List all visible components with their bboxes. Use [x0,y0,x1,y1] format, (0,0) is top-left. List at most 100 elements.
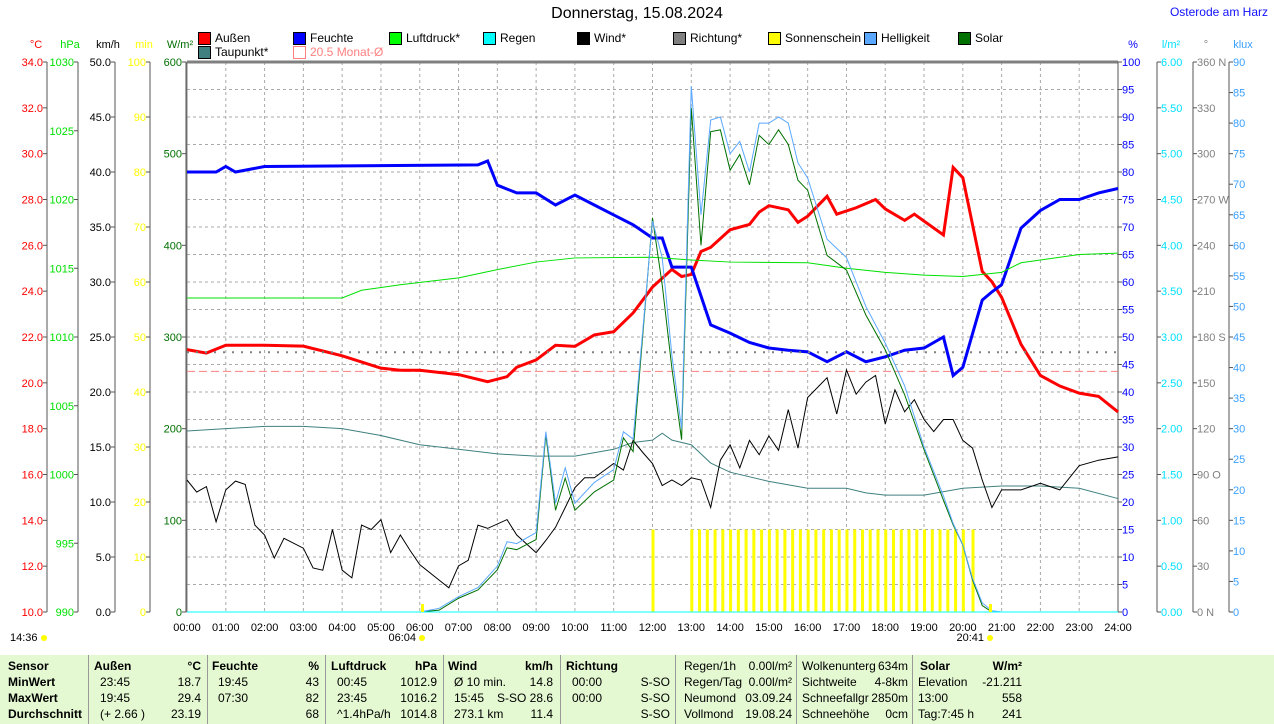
legend-swatch [198,45,211,59]
cell: Tag:7:45 h [918,707,975,721]
legend-label: Taupunkt* [215,45,269,59]
sunshine-bar [705,529,709,612]
x-tick-label: 21:00 [988,622,1016,634]
axis-tick-label-wind: 45.0 [90,112,111,124]
legend-label: Feuchte [310,31,354,45]
axis-tick-label-lux: 30 [1233,424,1245,436]
axis-tick-label-solar: 400 [164,240,182,252]
location-label[interactable]: Osterode am Harz [1169,5,1268,19]
sunshine-bar [946,529,950,612]
axis-tick-label-lux: 20 [1233,485,1245,497]
x-tick-label: 07:00 [445,622,473,634]
cell: Schneehöhe [802,707,870,721]
header-aussen: Außen [94,659,132,673]
series-solar [187,107,1118,613]
header-unit: hPa [414,659,437,673]
x-tick-label: 11:00 [600,622,627,634]
sunshine-bar [690,529,694,612]
axis-tick-label-hum: 20 [1122,497,1134,509]
header-wind: Wind [448,659,478,673]
cell: 1014.8 [400,707,437,721]
axis-tick-label-sun: 40 [134,387,146,399]
table-divider [325,655,326,724]
axis-tick-label-hum: 80 [1122,167,1134,179]
sunshine-bar [837,529,841,612]
legend-label: Luftdruck* [406,31,461,45]
cell: 1012.9 [400,675,437,689]
axis-tick-label-press: 1000 [50,470,74,482]
axis-tick-label-dir: 300 [1197,149,1215,161]
cell: 03.09.24 [745,691,792,705]
cell: 23:45 [337,691,368,705]
cell: Regen/Tag [684,675,743,689]
cell: 0cm [885,707,908,721]
sunshine-bar [814,529,818,612]
axis-tick-label-lux: 45 [1233,332,1245,344]
cell: Regen/1h [684,659,737,673]
axis-tick-label-rain: 5.50 [1161,103,1182,115]
series-auen [186,164,1119,414]
cell: 68 [305,707,319,721]
sunshine-bar [822,529,826,612]
axis-tick-label-press: 1005 [50,401,74,413]
header-unit: % [308,659,319,673]
axis-tick-label-hum: 0 [1122,607,1128,619]
axis-tick-label-dir: 360 N [1197,57,1226,69]
axis-tick-label-hum: 15 [1122,525,1134,537]
axis-tick-label-temp: 24.0 [22,286,43,298]
legend-swatch [577,31,590,45]
x-tick-label: 13:00 [678,622,706,634]
cell: Schneefallgr [802,691,869,705]
axis-tick-label-press: 995 [56,538,74,550]
sun-icon [41,635,47,641]
axis-unit-lux: klux [1233,39,1253,51]
legend-swatch [198,31,211,45]
axis-tick-label-temp: 20.0 [22,378,43,390]
axis-tick-label-temp: 22.0 [22,332,43,344]
axis-tick-label-sun: 100 [128,57,146,69]
axis-tick-label-wind: 50.0 [90,57,111,69]
axis-tick-label-rain: 0.00 [1161,607,1182,619]
sunrise-icon [419,635,425,641]
axis-unit-wind: km/h [96,39,120,51]
axis-tick-label-temp: 12.0 [22,561,43,573]
sunshine-bar [783,529,787,612]
x-tick-label: 20:00 [949,622,977,634]
axis-unit-rain: l/m² [1162,39,1181,51]
axis-tick-label-press: 1010 [50,332,74,344]
axis-tick-label-rain: 3.00 [1161,332,1182,344]
row-label: MinWert [8,675,56,689]
axis-tick-label-lux: 5 [1233,576,1239,588]
axis-tick-label-lux: 65 [1233,210,1245,222]
cell: 13:00 [918,691,949,705]
cell: 23:45 [100,675,131,689]
axis-tick-label-lux: 60 [1233,240,1245,252]
cell: (+ 2.66 ) [100,707,146,721]
cell: 29.4 [177,691,201,705]
cell: 19.08.24 [745,707,792,721]
axis-tick-label-hum: 65 [1122,250,1134,262]
legend-swatch [389,31,402,45]
x-tick-label: 08:00 [484,622,512,634]
axis-tick-label-rain: 3.50 [1161,286,1182,298]
sunshine-bar [760,529,764,612]
axis-tick-label-dir: 0 N [1197,607,1214,619]
cell: 19:45 [100,691,131,705]
cell: 23.19 [170,707,201,721]
axis-tick-label-wind: 40.0 [90,167,111,179]
axis-tick-label-rain: 4.50 [1161,195,1182,207]
axis-tick-label-wind: 5.0 [96,552,111,564]
axis-unit-press: hPa [60,39,80,51]
series-luftdruck [187,252,1119,299]
cell: 00:00 [572,675,603,689]
legend-item: 20.5 Monat-Ø [293,45,383,59]
axis-tick-label-wind: 15.0 [90,442,111,454]
cell: 18.7 [177,675,201,689]
legend-swatch [293,31,306,45]
sunshine-bar [930,529,934,612]
axis-tick-label-hum: 50 [1122,332,1134,344]
sunshine-bar [651,529,655,612]
axis-tick-label-rain: 1.50 [1161,470,1182,482]
cell: Wolkenunterg [802,659,876,673]
cell: 19:45 [218,675,249,689]
